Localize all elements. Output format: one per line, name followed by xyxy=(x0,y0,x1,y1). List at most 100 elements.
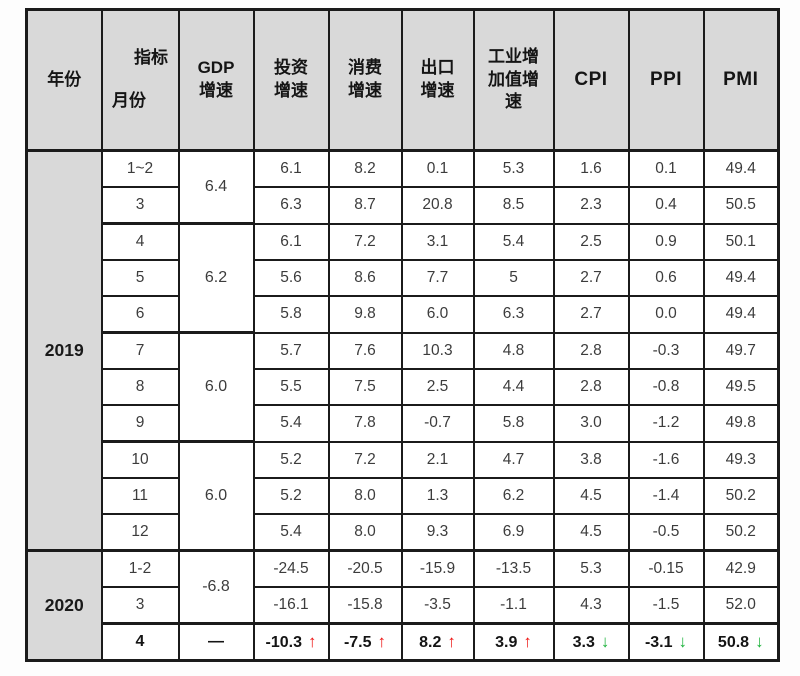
down-arrow-icon: ↓ xyxy=(600,632,610,651)
up-arrow-icon: ↑ xyxy=(447,632,456,651)
export-cell: 9.3 xyxy=(400,513,475,552)
industry-cell: 5.3 xyxy=(472,149,555,188)
consume-cell: -7.5 ↑ xyxy=(327,622,403,662)
consume-cell: -20.5 xyxy=(327,549,403,588)
table-body: 2019 1~2 6.4 6.1 8.2 0.1 5.3 1.6 0.1 49.… xyxy=(25,149,780,662)
export-cell: 1.3 xyxy=(400,477,475,515)
pmi-cell: 50.2 xyxy=(702,513,780,552)
cpi-cell: 2.3 xyxy=(552,186,630,225)
row-2019-m9: 9 5.4 7.8 -0.7 5.8 3.0 -1.2 49.8 xyxy=(27,404,780,443)
pmi-cell: 50.2 xyxy=(702,477,780,515)
industry-cell: 5 xyxy=(472,259,555,297)
export-cell: 2.5 xyxy=(400,368,475,406)
invest-cell: 5.2 xyxy=(252,477,330,515)
month-cell: 12 xyxy=(100,513,180,552)
export-cell: 10.3 xyxy=(400,331,475,370)
ppi-cell: -3.1 ↓ xyxy=(627,622,705,662)
industry-cell: 5.8 xyxy=(472,404,555,443)
export-cell: 2.1 xyxy=(400,440,475,479)
ppi-cell: -1.5 xyxy=(627,586,705,625)
pmi-cell: 50.1 xyxy=(702,222,780,261)
ppi-cell: -1.4 xyxy=(627,477,705,515)
row-2019-m12: 12 5.4 8.0 9.3 6.9 4.5 -0.5 50.2 xyxy=(27,513,780,552)
gdp-cell-q4: 6.0 xyxy=(177,440,255,552)
header-ppi: PPI xyxy=(627,8,705,152)
cpi-cell: 4.5 xyxy=(552,477,630,515)
gdp-cell-q1: 6.4 xyxy=(177,149,255,225)
month-cell: 8 xyxy=(100,368,180,406)
ppi-cell: 0.0 xyxy=(627,295,705,334)
consume-cell: 8.7 xyxy=(327,186,403,225)
row-2019-m10: 10 6.0 5.2 7.2 2.1 4.7 3.8 -1.6 49.3 xyxy=(27,440,780,552)
industry-cell: 6.3 xyxy=(472,295,555,334)
row-2020-m4: 4 — -10.3 ↑ -7.5 ↑ 8.2 ↑ 3.9 ↑ 3.3 ↓ -3.1 ↓ 50… xyxy=(27,622,780,662)
cpi-cell: 3.8 xyxy=(552,440,630,479)
year-cell-2020: 2020 xyxy=(25,549,103,662)
ppi-cell: -0.8 xyxy=(627,368,705,406)
invest-cell: 6.1 xyxy=(252,149,330,188)
export-cell: -3.5 xyxy=(400,586,475,625)
industry-cell: 4.8 xyxy=(472,331,555,370)
header-year: 年份 xyxy=(25,8,103,152)
macro-indicators-table: 年份 指标 月份 GDP增速 投资增速 消费增速 出口增速 工业增加值增速 CP… xyxy=(25,8,780,662)
invest-cell: 6.1 xyxy=(252,222,330,261)
row-2019-m6: 6 5.8 9.8 6.0 6.3 2.7 0.0 49.4 xyxy=(27,295,780,334)
cpi-cell: 2.8 xyxy=(552,368,630,406)
month-cell: 1~2 xyxy=(100,149,180,188)
header-gdp-growth: GDP增速 xyxy=(177,8,255,152)
cpi-cell: 3.3 ↓ xyxy=(552,622,630,662)
consume-cell: 7.5 xyxy=(327,368,403,406)
cpi-cell: 2.7 xyxy=(552,295,630,334)
cpi-value: 3.3 xyxy=(572,634,595,651)
month-cell: 6 xyxy=(100,295,180,334)
pmi-value: 50.8 xyxy=(717,634,750,651)
row-2020-m3: 3 -16.1 -15.8 -3.5 -1.1 4.3 -1.5 52.0 xyxy=(27,586,780,625)
export-cell: 3.1 xyxy=(400,222,475,261)
month-cell: 3 xyxy=(100,586,180,625)
month-cell: 9 xyxy=(100,404,180,443)
pmi-cell: 49.5 xyxy=(702,368,780,406)
consume-cell: 7.6 xyxy=(327,331,403,370)
cpi-cell: 2.8 xyxy=(552,331,630,370)
consume-cell: 8.2 xyxy=(327,149,403,188)
row-2019-m4: 4 6.2 6.1 7.2 3.1 5.4 2.5 0.9 50.1 xyxy=(27,222,780,334)
export-value: 8.2 xyxy=(419,634,442,651)
pmi-cell: 42.9 xyxy=(702,549,780,588)
ppi-cell: -0.5 xyxy=(627,513,705,552)
gdp-cell-q2: 6.2 xyxy=(177,222,255,334)
export-cell: 8.2 ↑ xyxy=(400,622,475,662)
export-cell: 6.0 xyxy=(400,295,475,334)
consume-cell: 7.2 xyxy=(327,440,403,479)
month-cell: 4 xyxy=(100,222,180,261)
row-2019-m5: 5 5.6 8.6 7.7 5 2.7 0.6 49.4 xyxy=(27,259,780,297)
invest-cell: -10.3 ↑ xyxy=(252,622,330,662)
month-cell: 4 xyxy=(100,622,180,662)
down-arrow-icon: ↓ xyxy=(755,632,764,651)
export-cell: -15.9 xyxy=(400,549,475,588)
pmi-cell: 50.5 xyxy=(702,186,780,225)
consume-cell: 8.6 xyxy=(327,259,403,297)
header-consumption-growth: 消费增速 xyxy=(327,8,403,152)
pmi-cell: 49.8 xyxy=(702,404,780,443)
cpi-cell: 2.5 xyxy=(552,222,630,261)
ppi-cell: -1.2 xyxy=(627,404,705,443)
row-2019-m7: 7 6.0 5.7 7.6 10.3 4.8 2.8 -0.3 49.7 xyxy=(27,331,780,443)
cpi-cell: 4.3 xyxy=(552,586,630,625)
consume-cell: -15.8 xyxy=(327,586,403,625)
header-cpi: CPI xyxy=(552,8,630,152)
industry-cell: 6.2 xyxy=(472,477,555,515)
industry-cell: -13.5 xyxy=(472,549,555,588)
consume-cell: 8.0 xyxy=(327,477,403,515)
invest-cell: 5.4 xyxy=(252,513,330,552)
header-indicator-label: 指标 xyxy=(134,48,168,68)
month-cell: 10 xyxy=(100,440,180,479)
ppi-cell: 0.9 xyxy=(627,222,705,261)
export-cell: -0.7 xyxy=(400,404,475,443)
industry-cell: 3.9 ↑ xyxy=(472,622,555,662)
pmi-cell: 49.4 xyxy=(702,295,780,334)
row-2019-m11: 11 5.2 8.0 1.3 6.2 4.5 -1.4 50.2 xyxy=(27,477,780,515)
industry-cell: 4.7 xyxy=(472,440,555,479)
industry-value: 3.9 xyxy=(495,634,518,651)
header-investment-growth: 投资增速 xyxy=(252,8,330,152)
